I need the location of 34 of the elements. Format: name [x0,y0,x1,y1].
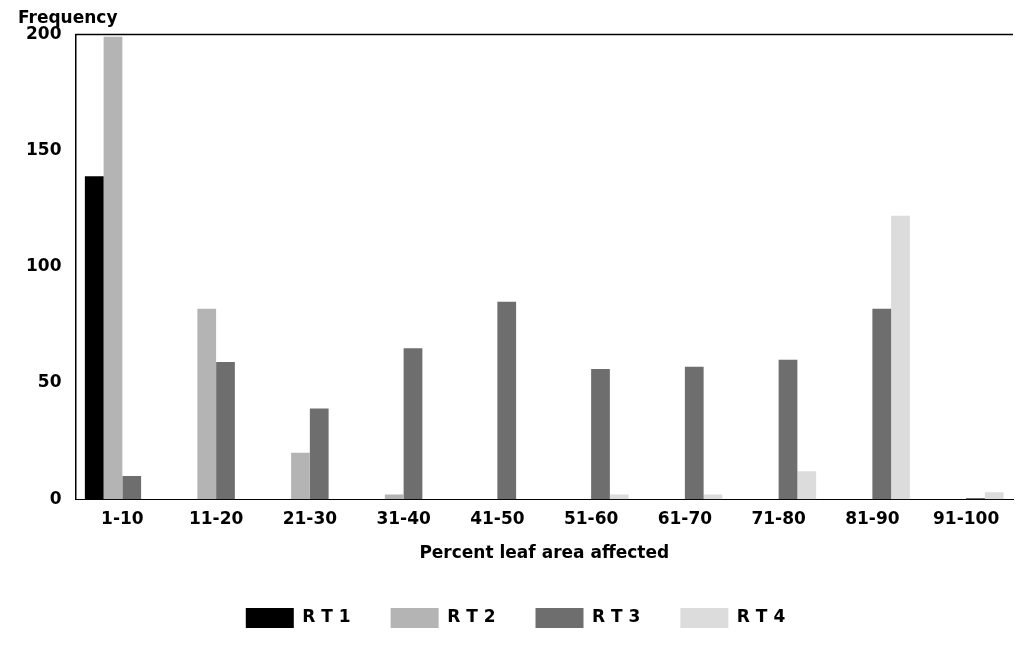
legend-label: R T 3 [592,606,641,627]
bar [984,492,1004,500]
x-axis-title: Percent leaf area affected [419,542,670,563]
x-tick-label: 71-80 [751,507,806,528]
bar [122,475,142,500]
y-tick-label: 0 [49,487,62,508]
x-tick-label: 61-70 [657,507,713,528]
bar [591,369,610,500]
bar [797,471,817,500]
bar [497,301,517,500]
y-tick-label: 50 [37,371,62,392]
legend-label: R T 2 [447,606,496,627]
bar [778,359,798,500]
x-tick-label: 11-20 [188,507,244,528]
x-tick-label: 91-100 [933,507,1000,528]
x-tick-label: 81-90 [845,507,900,528]
bar [197,308,217,500]
bar [291,452,310,500]
y-tick-label: 100 [25,255,62,276]
legend-label: R T 4 [736,606,786,627]
bar [684,366,704,500]
x-tick-label: 41-50 [470,507,525,528]
x-tick-label: 1-10 [101,507,144,528]
x-tick-label: 31-40 [376,507,431,528]
bar [891,215,910,500]
legend-label: R T 1 [302,606,351,627]
bar [103,36,123,500]
x-tick-label: 51-60 [563,507,619,528]
bar [309,408,329,500]
y-tick-label: 150 [25,139,62,160]
bar [216,362,235,500]
bar [872,308,892,500]
x-tick-label: 21-30 [282,507,338,528]
bar [403,348,423,500]
